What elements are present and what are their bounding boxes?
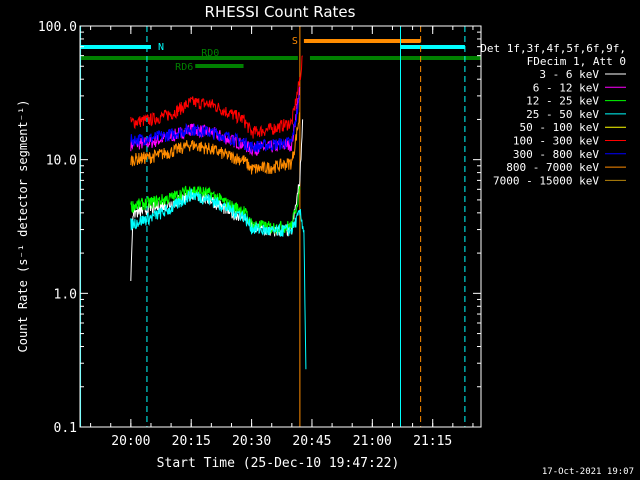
y-axis-label: Count Rate (s⁻¹ detector segment⁻¹) <box>16 100 30 353</box>
footer-timestamp: 17-Oct-2021 19:07 <box>542 467 634 477</box>
flag-label-s: S <box>292 36 298 47</box>
series-line-12-25-kev <box>130 185 301 235</box>
plot-frame <box>79 25 482 428</box>
x-tick-label-5: 21:15 <box>413 434 452 449</box>
flag-label-rd0: RD0 <box>201 48 219 59</box>
series-line-300-800-kev <box>130 95 300 153</box>
series-line-800-7000-kev <box>130 112 301 175</box>
legend: Det 1f,3f,4f,5f,6f,9f,FDecim 1, Att 03 -… <box>480 42 626 187</box>
flag-bars: N S RD0 RD6 <box>80 36 481 73</box>
x-tick-label-4: 21:00 <box>353 434 392 449</box>
x-tick-label-2: 20:30 <box>232 434 271 449</box>
flag-label-n: N <box>158 42 164 53</box>
x-tick-label-3: 20:45 <box>292 434 331 449</box>
time-markers <box>80 26 466 427</box>
legend-header-1: FDecim 1, Att 0 <box>527 55 626 68</box>
legend-entry-label-1: 6 - 12 keV <box>533 81 600 94</box>
series-line-25-50-kev <box>130 188 307 370</box>
legend-entry-label-0: 3 - 6 keV <box>539 68 599 81</box>
series-line-100-300-kev <box>130 55 303 139</box>
legend-entry-label-6: 300 - 800 keV <box>513 148 599 161</box>
legend-entry-label-8: 7000 - 15000 keV <box>493 174 599 187</box>
y-tick-label-1: 1.0 <box>54 287 77 302</box>
x-tick-label-0: 20:00 <box>111 434 150 449</box>
x-axis-label: Start Time (25-Dec-10 19:47:22) <box>157 456 400 471</box>
legend-entry-label-7: 800 - 7000 keV <box>506 161 599 174</box>
x-tick-label-1: 20:15 <box>172 434 211 449</box>
legend-entry-label-4: 50 - 100 keV <box>520 121 600 134</box>
y-tick-label-0: 0.1 <box>54 421 77 436</box>
series-lines <box>130 55 307 370</box>
legend-entry-label-3: 25 - 50 keV <box>526 108 599 121</box>
axis-ticks: 20:00 20:15 20:30 20:45 21:00 21:15 0.1 1.0 10.0… <box>38 20 481 449</box>
legend-header-0: Det 1f,3f,4f,5f,6f,9f, <box>480 42 626 55</box>
chart-title: RHESSI Count Rates <box>205 3 356 21</box>
flag-label-rd6: RD6 <box>175 62 193 73</box>
y-tick-label-3: 100.0 <box>38 20 77 35</box>
y-tick-label-2: 10.0 <box>46 154 77 169</box>
legend-entry-label-5: 100 - 300 keV <box>513 135 599 148</box>
legend-entry-label-2: 12 - 25 keV <box>526 95 599 108</box>
